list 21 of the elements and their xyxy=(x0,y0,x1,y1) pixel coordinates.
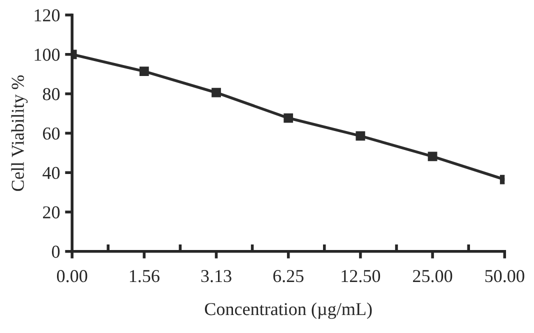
x-tick-label: 12.50 xyxy=(342,270,380,282)
x-tick-label: 6.25 xyxy=(273,270,304,282)
y-tick-label: 100 xyxy=(34,48,60,61)
x-tick-label: 1.56 xyxy=(130,270,160,282)
point xyxy=(356,131,366,141)
y-tick-label: 120 xyxy=(34,9,60,22)
x-axis-title: Concentration (µg/mL) xyxy=(204,302,372,319)
x-tick-label: 50.00 xyxy=(485,270,524,282)
x-tick-label: 25.00 xyxy=(413,270,452,282)
point xyxy=(284,113,294,123)
y-tick-label: 80 xyxy=(42,88,60,100)
y-tick-label: 40 xyxy=(42,166,60,180)
y-tick-label: 20 xyxy=(43,206,60,218)
y-tick-label: 60 xyxy=(43,127,60,140)
point xyxy=(428,152,438,162)
y-axis-title: Cell Viability % xyxy=(11,75,28,191)
point xyxy=(212,88,221,98)
y-tick-label: 0 xyxy=(52,246,60,258)
point xyxy=(139,66,149,76)
x-tick-label: 0.00 xyxy=(56,270,88,282)
x-tick-label: 3.13 xyxy=(201,270,232,282)
